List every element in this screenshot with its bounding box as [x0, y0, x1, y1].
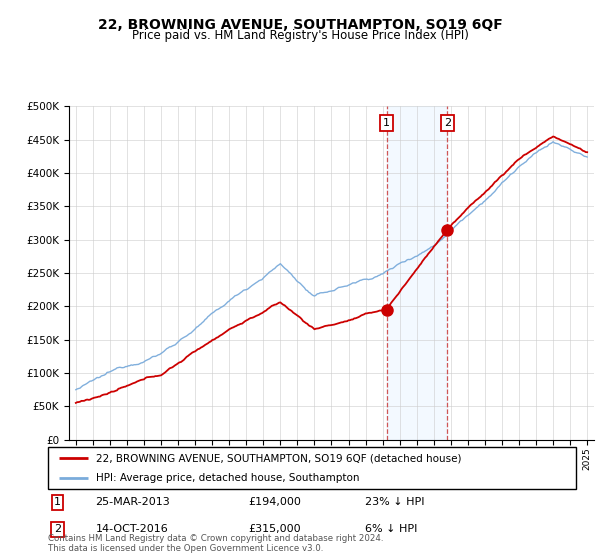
Text: HPI: Average price, detached house, Southampton: HPI: Average price, detached house, Sout… — [95, 473, 359, 483]
Bar — [386, 106, 447, 440]
Text: 6% ↓ HPI: 6% ↓ HPI — [365, 524, 417, 534]
Text: 2: 2 — [443, 118, 451, 128]
Text: Contains HM Land Registry data © Crown copyright and database right 2024.
This d: Contains HM Land Registry data © Crown c… — [48, 534, 383, 553]
Text: £194,000: £194,000 — [248, 497, 302, 507]
Text: 2: 2 — [54, 524, 61, 534]
Text: 25-MAR-2013: 25-MAR-2013 — [95, 497, 170, 507]
Text: 23% ↓ HPI: 23% ↓ HPI — [365, 497, 424, 507]
Text: 22, BROWNING AVENUE, SOUTHAMPTON, SO19 6QF (detached house): 22, BROWNING AVENUE, SOUTHAMPTON, SO19 6… — [95, 453, 461, 463]
Text: £315,000: £315,000 — [248, 524, 301, 534]
Text: 22, BROWNING AVENUE, SOUTHAMPTON, SO19 6QF: 22, BROWNING AVENUE, SOUTHAMPTON, SO19 6… — [98, 18, 502, 32]
Text: 1: 1 — [54, 497, 61, 507]
Text: 14-OCT-2016: 14-OCT-2016 — [95, 524, 168, 534]
Text: Price paid vs. HM Land Registry's House Price Index (HPI): Price paid vs. HM Land Registry's House … — [131, 29, 469, 42]
Text: 1: 1 — [383, 118, 390, 128]
